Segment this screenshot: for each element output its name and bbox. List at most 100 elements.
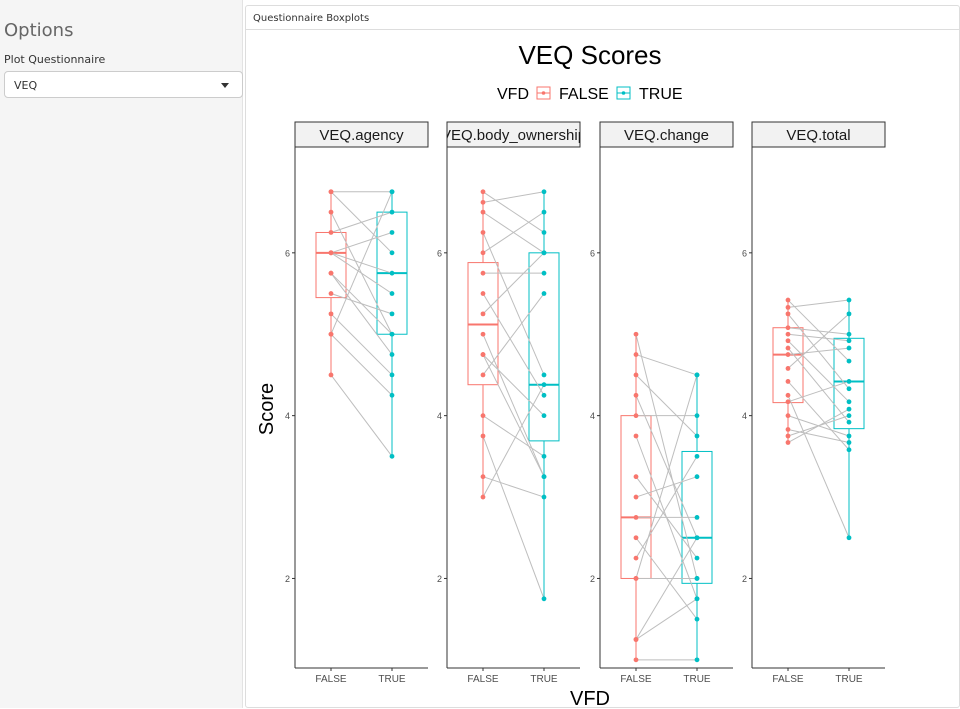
point-true	[541, 189, 547, 195]
point-false	[785, 379, 791, 384]
point-false	[633, 413, 639, 419]
point-true	[846, 297, 852, 303]
x-axis-title: VFD	[570, 688, 610, 709]
pair-line	[330, 313, 393, 376]
point-true	[541, 474, 547, 480]
point-false	[328, 250, 334, 256]
point-true	[389, 372, 395, 378]
point-true	[694, 657, 700, 663]
point-true	[389, 189, 395, 195]
point-false	[328, 311, 334, 317]
point-true	[846, 433, 852, 439]
point-false	[480, 230, 486, 235]
pair-line	[482, 293, 545, 376]
point-false	[480, 209, 486, 215]
pair-line	[787, 381, 850, 451]
x-tick-label: TRUE	[835, 674, 863, 685]
point-false	[328, 270, 334, 276]
y-tick-label: 6	[437, 248, 442, 258]
point-true	[694, 514, 700, 520]
legend-label-true: TRUE	[639, 86, 683, 103]
point-true	[694, 576, 700, 581]
point-true	[541, 250, 547, 256]
pair-line	[635, 476, 698, 498]
point-false	[785, 427, 791, 432]
point-true	[846, 379, 852, 384]
legend-key-point-true	[621, 91, 626, 95]
facet-label: VEQ.total	[786, 127, 850, 144]
pair-line	[482, 252, 545, 315]
pair-line	[330, 272, 393, 355]
point-true	[389, 291, 395, 296]
pair-line	[635, 334, 698, 579]
point-false	[480, 199, 486, 205]
point-false	[633, 637, 639, 642]
point-false	[480, 291, 486, 296]
facet-label: VEQ.body_ownership	[441, 127, 586, 144]
point-false	[328, 291, 334, 296]
point-true	[389, 352, 395, 357]
pair-line	[482, 384, 545, 498]
point-false	[633, 657, 639, 663]
facet-label: VEQ.change	[624, 127, 709, 144]
point-false	[480, 372, 486, 378]
point-true	[846, 413, 852, 419]
select-value: VEQ	[14, 79, 38, 92]
point-true	[541, 494, 547, 500]
pair-line	[787, 313, 850, 369]
point-true	[694, 555, 700, 561]
point-false	[480, 189, 486, 195]
point-false	[480, 331, 486, 337]
point-true	[694, 596, 700, 602]
pair-line	[787, 347, 850, 356]
box-true	[528, 252, 560, 442]
point-false	[480, 250, 486, 256]
plot-questionnaire-label: Plot Questionnaire	[4, 53, 106, 66]
pair-line	[330, 252, 393, 294]
point-false	[785, 413, 791, 419]
pair-line	[787, 340, 850, 403]
point-false	[633, 372, 639, 378]
legend-label-false: FALSE	[559, 86, 609, 103]
point-true	[541, 270, 547, 276]
facet-strip	[599, 121, 734, 148]
plot-questionnaire-select[interactable]: VEQ	[4, 71, 243, 98]
point-false	[785, 433, 791, 439]
point-false	[785, 345, 791, 351]
y-tick-label: 4	[590, 411, 595, 421]
sidebar: Options Plot Questionnaire VEQ	[0, 0, 243, 708]
point-false	[480, 352, 486, 357]
point-false	[328, 331, 334, 337]
legend-title: VFD	[497, 86, 529, 103]
point-true	[389, 209, 395, 215]
point-true	[389, 230, 395, 235]
point-true	[541, 372, 547, 378]
point-true	[541, 596, 547, 602]
point-true	[694, 474, 700, 480]
pair-line	[635, 395, 698, 538]
point-false	[785, 366, 791, 371]
caret-down-icon	[221, 83, 229, 88]
point-true	[846, 447, 852, 453]
point-false	[785, 304, 791, 310]
panel-title: Questionnaire Boxplots	[246, 6, 959, 30]
pair-line	[482, 435, 545, 599]
point-false	[480, 413, 486, 419]
point-true	[389, 270, 395, 276]
point-false	[633, 392, 639, 398]
point-true	[541, 230, 547, 235]
y-tick-label: 2	[437, 574, 442, 584]
point-true	[694, 616, 700, 622]
pair-line	[482, 293, 545, 396]
point-true	[389, 311, 395, 317]
facet-strip	[751, 121, 886, 148]
y-axis-title: Score	[256, 383, 278, 435]
plot-panel: Questionnaire Boxplots VEQ Scores VFD FALS…	[245, 5, 960, 709]
point-true	[846, 386, 852, 392]
point-true	[541, 209, 547, 215]
point-false	[633, 494, 639, 500]
pair-line	[787, 327, 850, 335]
pair-line	[482, 232, 545, 376]
y-tick-label: 2	[285, 574, 290, 584]
point-true	[389, 392, 395, 398]
